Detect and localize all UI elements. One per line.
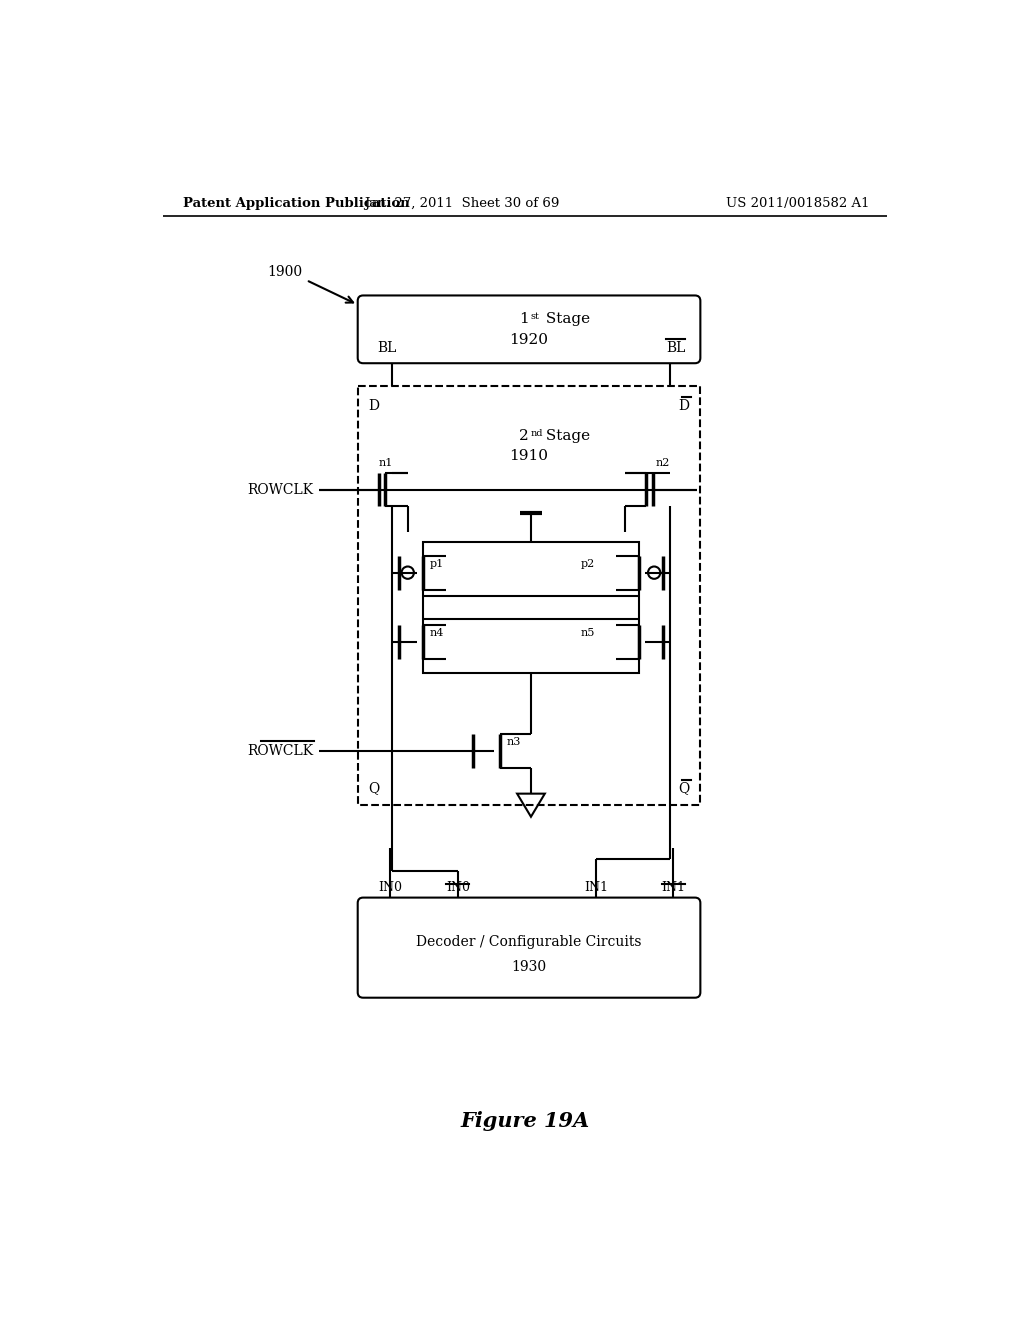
FancyBboxPatch shape: [357, 296, 700, 363]
Text: Q: Q: [678, 781, 689, 795]
Text: Stage: Stage: [542, 429, 591, 442]
Text: BL: BL: [377, 341, 396, 355]
Text: n5: n5: [581, 628, 595, 638]
Bar: [423, 543, 639, 673]
Text: Stage: Stage: [542, 312, 591, 326]
Text: p1: p1: [429, 558, 443, 569]
Text: n1: n1: [379, 458, 393, 469]
Text: D: D: [369, 399, 380, 413]
Text: Q: Q: [369, 781, 380, 795]
Text: Figure 19A: Figure 19A: [460, 1111, 590, 1131]
Text: 1920: 1920: [510, 333, 549, 347]
Text: nd: nd: [530, 429, 543, 438]
Text: 2: 2: [519, 429, 529, 442]
Text: IN0: IN0: [378, 880, 402, 894]
Text: st: st: [530, 313, 540, 321]
Text: BL: BL: [666, 341, 685, 355]
Text: n3: n3: [506, 738, 520, 747]
Text: D: D: [679, 399, 689, 413]
Text: IN0: IN0: [445, 880, 470, 894]
Text: Jan. 27, 2011  Sheet 30 of 69: Jan. 27, 2011 Sheet 30 of 69: [364, 197, 559, 210]
Text: p2: p2: [581, 558, 595, 569]
Text: Patent Application Publication: Patent Application Publication: [183, 197, 410, 210]
Text: IN1: IN1: [585, 880, 608, 894]
Text: n2: n2: [655, 458, 670, 469]
Text: 1900: 1900: [267, 265, 303, 280]
Text: Decoder / Configurable Circuits: Decoder / Configurable Circuits: [417, 936, 642, 949]
Text: ROWCLK: ROWCLK: [248, 744, 313, 758]
Text: 1930: 1930: [511, 960, 547, 974]
Text: 1910: 1910: [510, 449, 549, 463]
FancyBboxPatch shape: [357, 898, 700, 998]
Text: US 2011/0018582 A1: US 2011/0018582 A1: [726, 197, 869, 210]
Text: 1: 1: [519, 312, 529, 326]
Text: IN1: IN1: [662, 880, 685, 894]
Text: ROWCLK: ROWCLK: [248, 483, 313, 496]
Text: n4: n4: [429, 628, 443, 638]
Bar: [357, 385, 700, 805]
